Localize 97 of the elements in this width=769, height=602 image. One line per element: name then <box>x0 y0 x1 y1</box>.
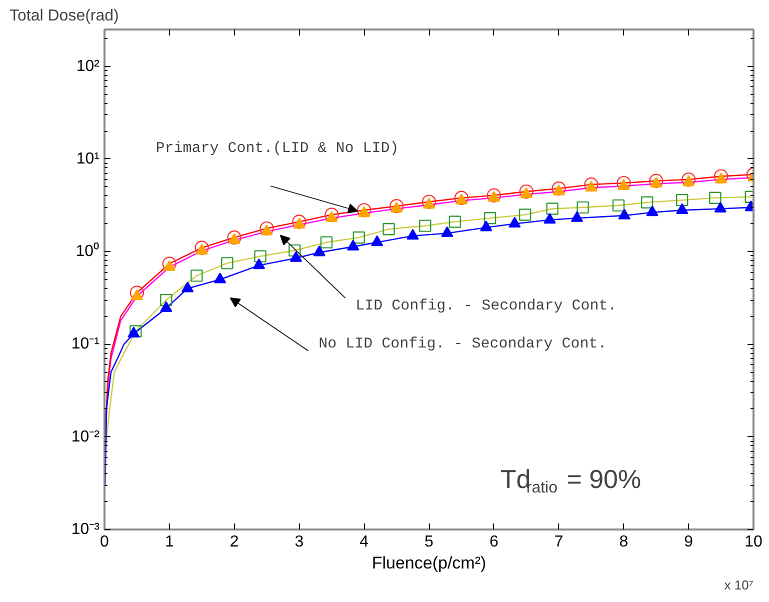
point <box>552 184 565 196</box>
x-tick-label: 2 <box>230 534 239 550</box>
point <box>618 179 630 190</box>
point <box>382 223 395 236</box>
point <box>227 230 242 245</box>
point <box>181 282 194 292</box>
point <box>649 174 664 188</box>
point <box>612 199 625 212</box>
point <box>508 216 521 228</box>
point <box>406 228 419 240</box>
point <box>390 202 403 213</box>
point <box>194 240 209 255</box>
point <box>676 194 688 206</box>
x-tick-label: 3 <box>294 534 304 550</box>
point <box>357 203 372 218</box>
point <box>214 272 226 284</box>
point <box>352 231 366 244</box>
point <box>570 211 584 222</box>
x-tick-label: 4 <box>360 534 369 550</box>
point <box>552 181 566 196</box>
point <box>260 221 274 236</box>
point <box>190 270 203 282</box>
point <box>254 250 266 262</box>
point <box>422 194 436 209</box>
x-tick-label: 6 <box>489 534 498 550</box>
point <box>616 176 631 190</box>
x-tick-label: 8 <box>619 534 628 550</box>
point <box>480 220 492 232</box>
point <box>320 236 333 248</box>
point <box>346 240 360 250</box>
point <box>196 244 208 255</box>
point <box>324 208 339 222</box>
x-tick-label: 0 <box>100 534 110 550</box>
point <box>160 301 172 312</box>
point <box>682 172 696 187</box>
point <box>488 190 500 202</box>
point <box>640 196 654 208</box>
annotation: Primary Cont.(LID & No LID) <box>156 140 399 157</box>
point <box>389 199 404 214</box>
point <box>519 184 534 199</box>
point <box>370 235 384 246</box>
point <box>448 216 462 228</box>
x-tick-label: 9 <box>684 534 694 550</box>
point <box>160 294 172 306</box>
point <box>358 206 370 217</box>
point <box>646 205 658 216</box>
point <box>290 251 302 262</box>
point <box>162 256 176 271</box>
point <box>313 245 326 256</box>
point <box>544 212 556 224</box>
y-tick-label: 10⁻¹ <box>71 336 100 353</box>
x-tick-label: 10 <box>744 534 762 550</box>
point <box>714 169 728 184</box>
point <box>618 208 630 220</box>
point <box>288 244 301 257</box>
y-tick-label: 10⁻² <box>71 428 100 446</box>
point <box>130 289 144 300</box>
y-tick-label: 10⁰ <box>76 242 100 260</box>
point <box>682 175 695 186</box>
point <box>454 190 469 205</box>
point <box>486 188 501 202</box>
point <box>484 212 496 224</box>
x-tick-label: 7 <box>554 534 564 550</box>
point <box>419 220 432 232</box>
x-tick-label: 5 <box>424 534 434 550</box>
point <box>422 198 436 209</box>
point <box>714 172 728 184</box>
point <box>518 208 532 221</box>
point <box>441 226 454 237</box>
point <box>584 177 598 192</box>
point <box>714 202 726 213</box>
point <box>650 176 662 188</box>
point <box>292 214 306 229</box>
point <box>293 218 306 229</box>
point <box>252 258 266 270</box>
point <box>455 194 468 204</box>
point <box>520 187 532 198</box>
y-axis-title: Total Dose(rad) <box>10 8 119 24</box>
y-tick-label: 10⁻³ <box>71 521 100 538</box>
annotation: No LID Config. - Secondary Cont. <box>318 336 607 353</box>
point <box>221 257 234 270</box>
point <box>709 192 722 204</box>
x-axis-title: Fluence(p/cm²) <box>372 554 486 572</box>
point <box>546 202 558 215</box>
point <box>585 180 598 192</box>
point <box>163 260 176 271</box>
point <box>326 211 338 222</box>
point <box>130 286 144 300</box>
x-tick-label: 1 <box>164 534 174 550</box>
point <box>260 224 273 236</box>
point <box>228 233 240 244</box>
y-tick-label: 10² <box>76 58 100 75</box>
text: x 10⁷ <box>724 578 754 592</box>
point <box>676 203 688 214</box>
y-tick-label: 10¹ <box>76 150 100 168</box>
annotation: LID Config. - Secondary Cont. <box>356 297 617 314</box>
point <box>576 201 589 214</box>
